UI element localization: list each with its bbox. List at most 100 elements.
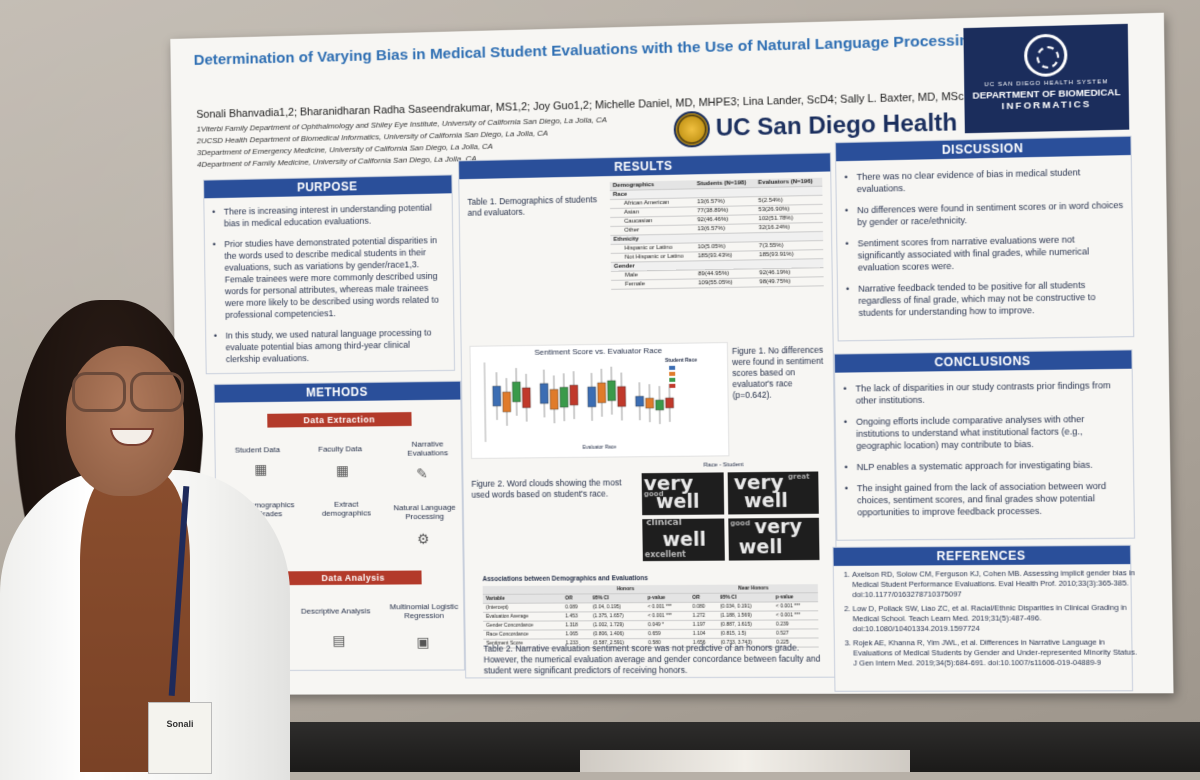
reference-item: Low D, Pollack SW, Liao ZC, et al. Racia…	[852, 603, 1139, 635]
extract-demographics-label: Extract demographics	[321, 499, 371, 518]
figure2-caption: Figure 2. Word clouds showing the most u…	[471, 477, 622, 500]
boxplot-box	[598, 383, 606, 403]
table-cell: 109(55.05%)	[695, 277, 757, 288]
table-cell: 1.453	[562, 611, 590, 621]
conclusions-section: CONCLUSIONS The lack of disparities in o…	[833, 349, 1136, 541]
legend-swatch	[668, 371, 675, 376]
ucsd-health-text: UC San Diego Health	[715, 109, 958, 142]
y-axis	[484, 362, 485, 441]
table-header: 95% CI	[716, 592, 773, 603]
wordcloud-word: good	[643, 490, 664, 499]
table-cell: 1.104	[689, 629, 718, 639]
boxplot-box	[655, 399, 664, 411]
boxplot-box	[588, 387, 596, 407]
table-cell: (1.002, 1.729)	[589, 620, 646, 630]
table-cell: (0.04, 0.195)	[589, 602, 645, 612]
table-cell: Race Concordance	[483, 629, 563, 640]
boxplot-box	[645, 398, 655, 409]
boxplot-box	[636, 396, 645, 407]
boxplot-svg	[471, 355, 676, 458]
discussion-bullet: No differences were found in sentiment s…	[845, 199, 1124, 229]
table-cell: 1.065	[562, 629, 591, 639]
figure2-title: Race - Student	[703, 462, 744, 469]
figure1-boxplot: Sentiment Score vs. Evaluator Race Stude…	[469, 342, 730, 459]
table-cell: (0.887, 1.615)	[717, 620, 774, 630]
table1-caption: Table 1. Demographics of students and ev…	[467, 194, 597, 218]
discussion-list: There was no clear evidence of bias in m…	[844, 165, 1124, 328]
conclusions-bullet: Ongoing efforts include comparative anal…	[844, 413, 1125, 453]
boxplot-box	[665, 397, 674, 409]
wordcloud-word: clinical	[646, 518, 682, 529]
table-cell: 98(49.75%)	[756, 276, 824, 287]
discussion-bullet: Sentiment scores from narrative evaluati…	[845, 232, 1124, 273]
dbmi-logo: UC SAN DIEGO HEALTH SYSTEM DEPARTMENT OF…	[963, 23, 1130, 134]
conclusions-header: CONCLUSIONS	[834, 350, 1132, 373]
table-header: Variable	[482, 594, 563, 604]
boxplot-box	[570, 385, 578, 405]
poster-title: Determination of Varying Bias in Medical…	[193, 31, 979, 69]
table-cell: (0.815, 1.5)	[717, 629, 774, 639]
table-cell: < 0.001 ***	[772, 610, 819, 621]
wordcloud-2: very well great	[727, 471, 819, 515]
boxplot-box	[540, 384, 548, 404]
document-icon: ✎	[416, 465, 428, 482]
associations-table: Honors Near Honors Variable OR 95% CI p-val…	[482, 584, 819, 649]
table2-title: Associations between Demographics and Ev…	[482, 575, 649, 584]
wordcloud-word: well	[738, 536, 783, 559]
boxplot-box	[493, 386, 501, 406]
table-cell: (0.806, 1.406)	[589, 629, 646, 639]
wordcloud-4: very well good	[728, 517, 820, 561]
conclusions-bullet: NLP enables a systematic approach for in…	[844, 458, 1124, 473]
conclusions-bullet: The lack of disparities in our study con…	[843, 379, 1124, 407]
wordcloud-word: well	[662, 528, 707, 552]
database-icon: ▦	[335, 462, 350, 479]
table-cell: 1.272	[689, 611, 718, 621]
descriptive-analysis-label: Descriptive Analysis	[300, 606, 371, 616]
name-badge: Sonali	[148, 702, 212, 774]
table-cell: 0.659	[645, 629, 690, 639]
wordcloud-word: great	[787, 472, 810, 481]
dbmi-mark-icon	[1023, 33, 1068, 78]
table-header: p-value	[772, 592, 819, 602]
boxplot-box	[618, 386, 626, 406]
glasses	[72, 370, 184, 412]
wordcloud-word: well	[743, 489, 789, 513]
table-cell: Female	[611, 278, 696, 290]
data-analysis-label: Data Analysis	[284, 570, 422, 586]
reference-item: Rojek AE, Khanna R, Yim JWL, et al. Diff…	[853, 637, 1140, 668]
table-cell: Evaluation Average	[482, 611, 563, 622]
discussion-header: DISCUSSION	[835, 136, 1131, 162]
table-cell: 0.089	[562, 602, 590, 612]
reference-item: Axelson RD, Solow CM, Ferguson KJ, Cohen…	[852, 568, 1139, 600]
presenter-person: Sonali	[0, 300, 300, 780]
table-header: p-value	[644, 593, 690, 603]
table-cell: Gender Concordance	[483, 620, 563, 631]
legend-swatch	[669, 377, 675, 382]
boxplot-box	[512, 382, 520, 402]
table-cell: 1.197	[689, 620, 718, 630]
floor-light	[580, 750, 910, 772]
conclusions-list: The lack of disparities in our study con…	[843, 379, 1125, 528]
faculty-data-label: Faculty Data	[318, 444, 363, 454]
table-header: OR	[562, 593, 590, 604]
boxplot-box	[607, 381, 615, 401]
wordcloud-word: very	[754, 517, 803, 539]
table-header: 95% CI	[589, 593, 645, 603]
presenter-face	[66, 346, 184, 496]
chart-icon: ▣	[416, 633, 430, 650]
purpose-header: PURPOSE	[204, 175, 452, 199]
legend-swatch	[668, 365, 675, 370]
badge-name: Sonali	[166, 719, 194, 729]
discussion-bullet: There was no clear evidence of bias in m…	[844, 165, 1123, 195]
table-cell: (1.188, 1.569)	[717, 611, 774, 621]
wordcloud-word: excellent	[644, 549, 686, 560]
table-cell: 0.527	[773, 628, 819, 639]
results-section: RESULTS Table 1. Demographics of student…	[458, 152, 839, 679]
research-poster: Determination of Varying Bias in Medical…	[170, 12, 1174, 695]
table-cell: < 0.001 ***	[772, 601, 819, 612]
boxplot-box	[550, 389, 558, 409]
conclusions-bullet: The insight gained from the lack of asso…	[845, 480, 1126, 519]
legend-swatch	[669, 383, 676, 388]
table-cell: 0.049 *	[644, 620, 690, 630]
narrative-evaluations-label: Narrative Evaluations	[407, 439, 449, 458]
